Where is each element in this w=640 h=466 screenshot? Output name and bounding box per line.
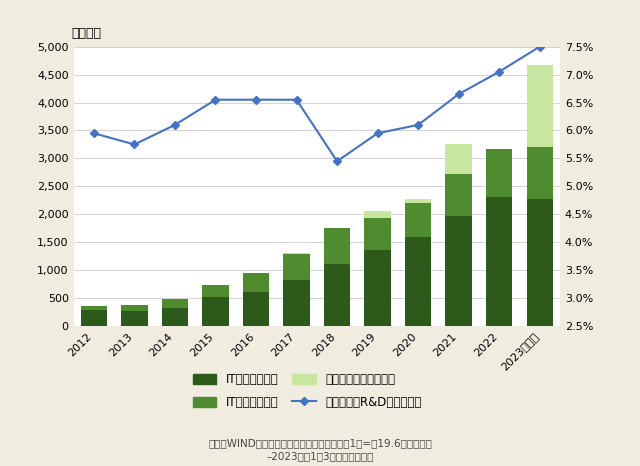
Bar [81,306,107,310]
Bar [405,199,431,203]
Legend: ITハードウェア, ITソフトウェア, 半導体及び半導体装置, 対売上高のR&D比（右軸）: ITハードウェア, ITソフトウェア, 半導体及び半導体装置, 対売上高のR&D… [188,369,427,413]
Bar [486,197,513,326]
Text: （億元）: （億元） [71,27,101,40]
Bar [445,173,472,216]
Bar [445,144,472,173]
Text: 出所：WINDデータよりアイザワ証券作成　（1元=到19.6円　計算）: 出所：WINDデータよりアイザワ証券作成 （1元=到19.6円 計算） [208,439,432,449]
Bar [284,254,310,281]
Bar [324,264,350,326]
Bar [364,211,391,218]
Bar [284,281,310,326]
Bar [202,296,228,326]
Text: –2023年は1～3月ベースで予想: –2023年は1～3月ベースで予想 [266,451,374,461]
Bar [121,305,148,310]
Bar [405,237,431,326]
Bar [81,310,107,326]
Bar [243,292,269,326]
Bar [162,299,188,308]
Bar [527,147,553,199]
Bar [445,216,472,326]
Bar [121,310,148,326]
Bar [202,285,228,296]
Bar [527,199,553,326]
Bar [364,218,391,250]
Bar [324,228,350,264]
Bar [486,149,513,197]
Bar [243,273,269,292]
Bar [162,308,188,326]
Bar [527,65,553,147]
Bar [405,203,431,237]
Bar [364,250,391,326]
Bar [284,253,310,254]
